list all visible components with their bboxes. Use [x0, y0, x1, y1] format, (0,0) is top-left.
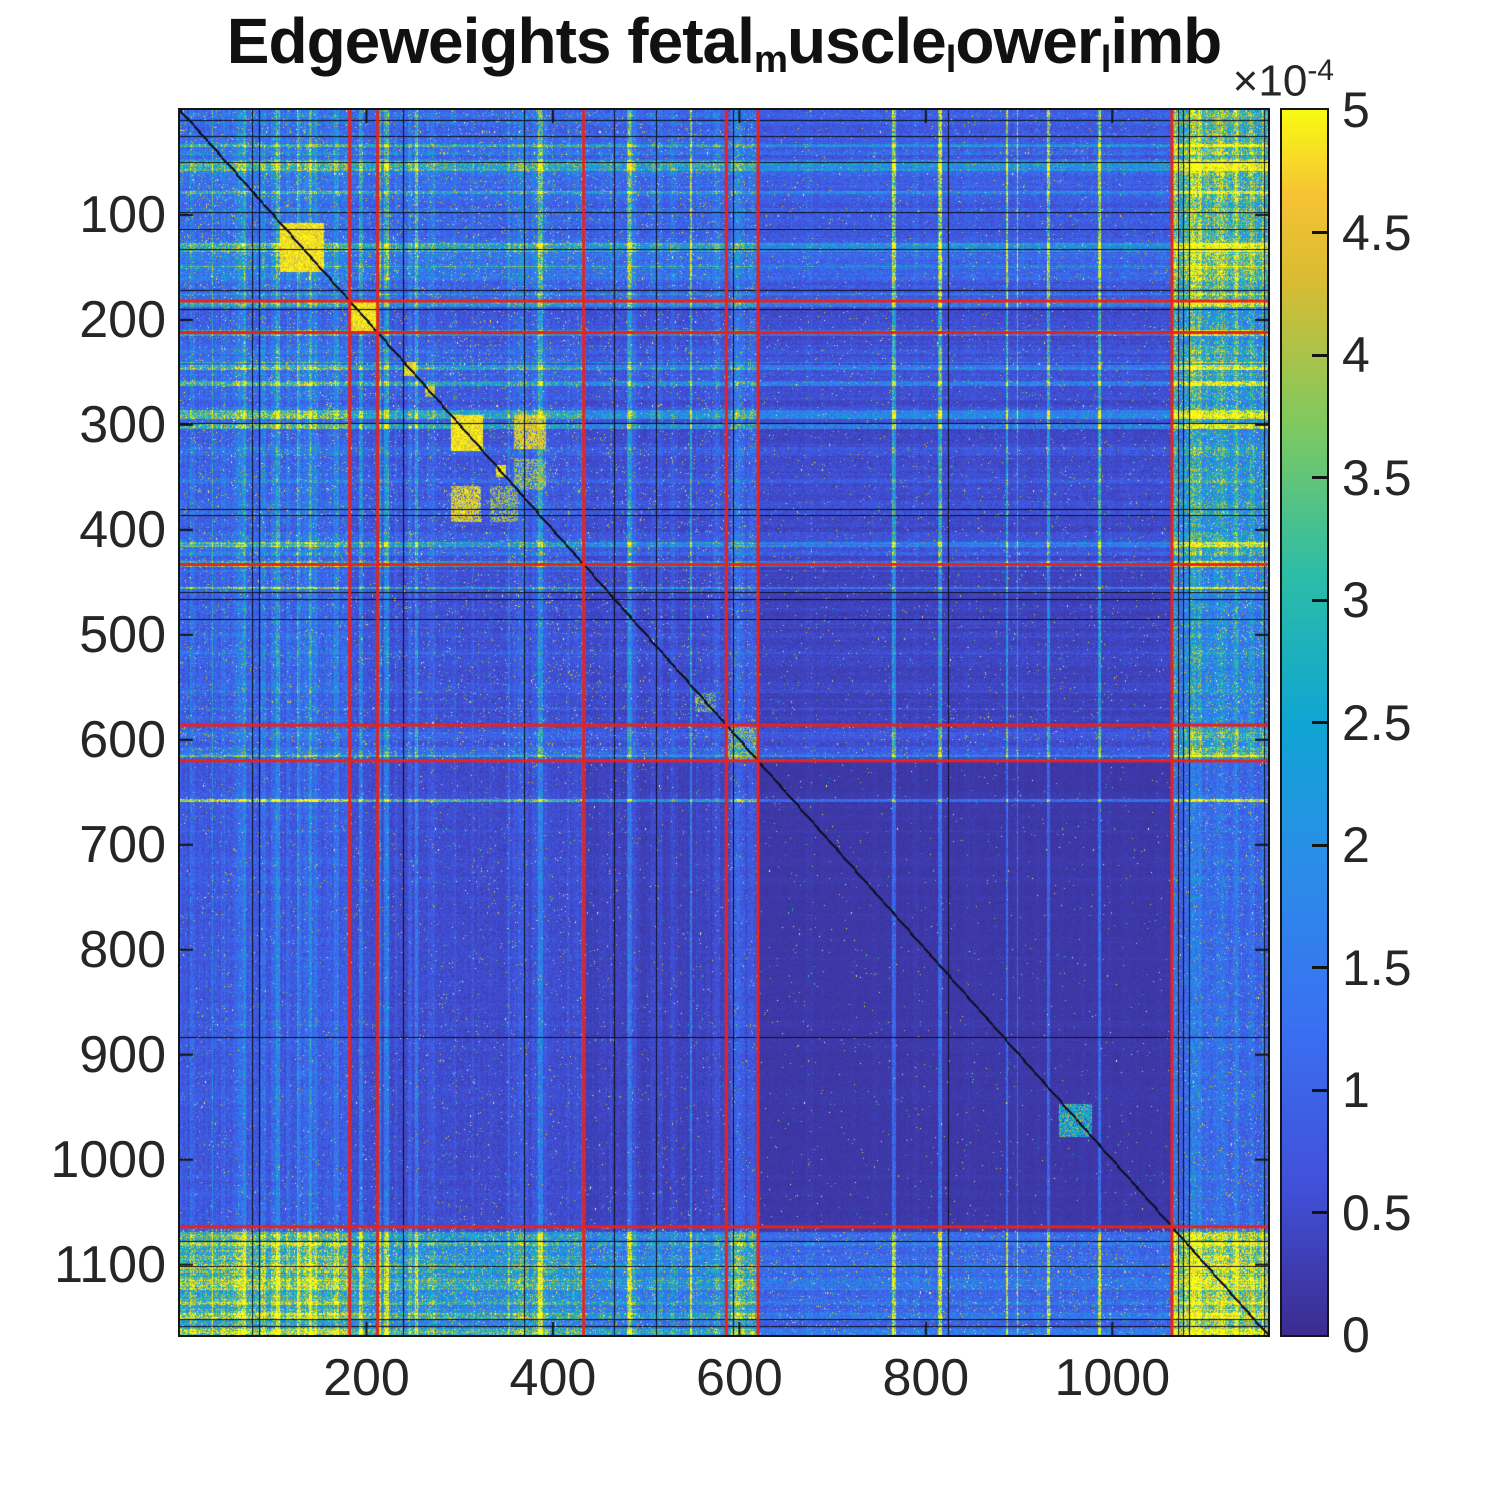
colorbar — [1280, 108, 1329, 1337]
y-tick-label: 1000 — [50, 1130, 166, 1189]
colorbar-tick-label: 1.5 — [1342, 939, 1412, 996]
x-tick-label: 800 — [882, 1349, 970, 1407]
colorbar-tick-mark — [1312, 1088, 1327, 1092]
y-tick-label: 1100 — [54, 1235, 166, 1294]
colorbar-tick-label: 0 — [1342, 1307, 1370, 1363]
y-tick-label: 300 — [79, 395, 166, 454]
colorbar-tick-mark — [1312, 231, 1327, 234]
colorbar-tick-label: 4 — [1342, 327, 1370, 383]
colorbar-exponent-multiplier: ×10-4 — [1233, 54, 1334, 107]
chart-title: Edgeweights fetalmusclelowerlimb — [226, 4, 1222, 82]
multiplier-base: ×10 — [1232, 56, 1308, 106]
y-tick-label: 400 — [79, 500, 166, 559]
colorbar-tick-label: 3 — [1342, 572, 1370, 628]
title-run-1: Edgeweights fetal — [226, 5, 755, 77]
heatmap-plot-area — [178, 108, 1270, 1337]
title-subscript-1: m — [753, 38, 788, 82]
colorbar-tick-mark — [1312, 1211, 1327, 1214]
y-tick-label: 600 — [79, 710, 166, 769]
title-run-2: uscle — [787, 5, 947, 77]
colorbar-tick-mark — [1312, 598, 1327, 602]
y-tick-label: 200 — [79, 290, 166, 349]
title-run-3: ower — [955, 5, 1101, 77]
title-subscript-3: l — [1100, 38, 1112, 82]
colorbar-tick-label: 5 — [1342, 82, 1370, 138]
colorbar-tick-label: 4.5 — [1342, 204, 1412, 261]
colorbar-tick-label: 1 — [1342, 1062, 1370, 1118]
title-run-4: imb — [1110, 5, 1222, 77]
colorbar-tick-mark — [1312, 353, 1327, 357]
colorbar-tick-mark — [1312, 721, 1327, 724]
heatmap-canvas — [180, 110, 1268, 1335]
colorbar-tick-label: 3.5 — [1342, 449, 1412, 506]
y-tick-label: 700 — [79, 815, 166, 874]
x-tick-label: 400 — [509, 1349, 597, 1407]
colorbar-tick-label: 0.5 — [1342, 1184, 1412, 1241]
x-tick-label: 200 — [323, 1349, 410, 1407]
x-tick-label: 1000 — [1054, 1349, 1171, 1407]
colorbar-tick-mark — [1312, 843, 1327, 847]
title-subscript-2: l — [945, 38, 957, 82]
x-tick-label: 600 — [695, 1349, 783, 1407]
y-tick-label: 800 — [79, 920, 166, 979]
multiplier-exponent: -4 — [1307, 54, 1334, 87]
y-tick-label: 500 — [79, 605, 166, 664]
colorbar-tick-label: 2.5 — [1342, 694, 1412, 751]
colorbar-tick-label: 2 — [1342, 817, 1370, 873]
y-tick-label: 100 — [79, 185, 166, 244]
y-tick-label: 900 — [79, 1025, 166, 1084]
colorbar-tick-mark — [1312, 476, 1327, 479]
colorbar-tick-mark — [1312, 966, 1327, 969]
